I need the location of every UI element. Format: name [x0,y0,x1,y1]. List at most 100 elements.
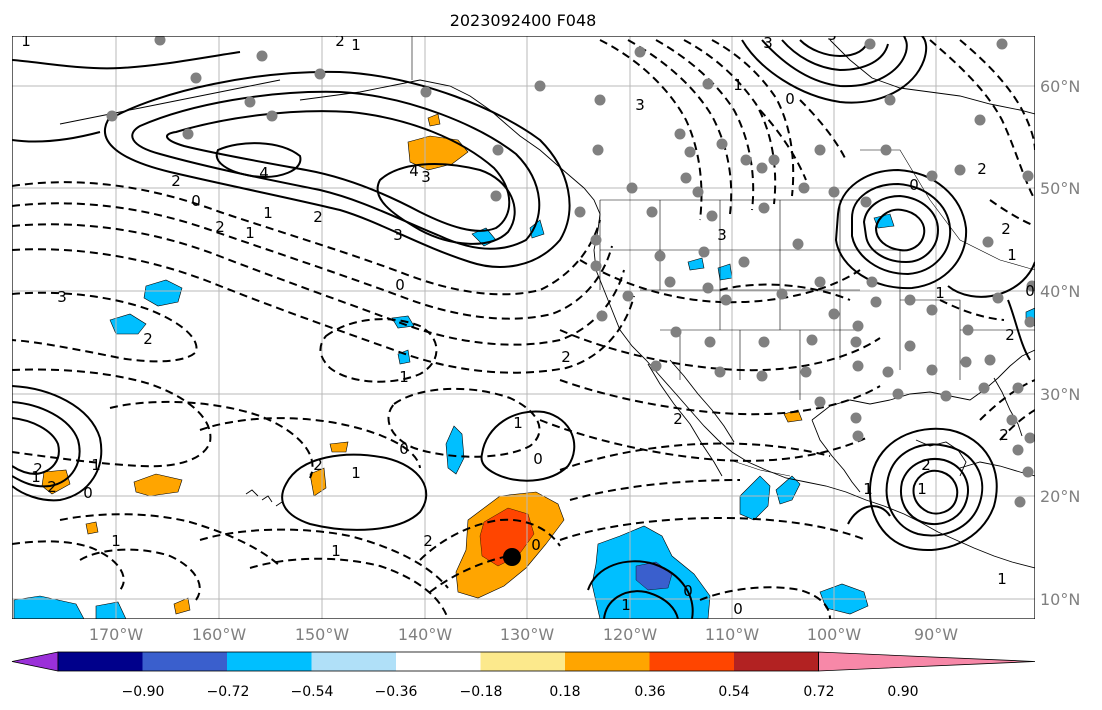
negative-anomaly-2 [109,313,147,335]
lat-label: 40°N [1040,282,1080,301]
positive-anomaly-small1 [329,441,349,453]
contour-label: 0 [1025,282,1035,300]
positive-anomaly-central-pacific [133,473,183,497]
lon-label: 100°W [807,625,862,644]
contour-label: 3 [717,226,727,244]
contour-label: 1 [351,464,361,482]
contour-label: 1 [331,542,341,560]
colorbar-tick-label: −0.72 [207,684,250,700]
contour-label: 2 [1005,326,1015,344]
colorbar-tick-label: 0.72 [803,684,834,700]
lon-label: 90°W [914,625,958,644]
contour-label: 1 [351,36,361,54]
contour-label: 1 [21,32,31,50]
contour-label: 1 [621,596,631,614]
contour-label: 0 [909,176,919,194]
contour-label: 1 [1007,246,1017,264]
colorbar-tick-label: −0.36 [375,684,418,700]
contour-label: 1 [997,570,1007,588]
lon-label: 130°W [500,625,555,644]
colorbar-extend-min [11,651,59,672]
contour-label: 0 [399,440,409,458]
negative-anomaly-10 [687,257,705,271]
map-panel: 1 2 1 4 2 0 1 2 1 2 3 4 3 0 3 3 2 1 2 1 … [12,26,1035,619]
contour-label: 3 [635,96,645,114]
lon-label: 150°W [295,625,350,644]
state-borders [411,36,1035,477]
colorbar: −0.90 −0.72 −0.54 −0.36 −0.18 0.18 0.36 … [11,651,1036,700]
colorbar-tick-label: −0.90 [122,684,165,700]
negative-anomaly-15 [95,601,127,619]
coastlines [59,39,1035,569]
colorbar-cell [58,652,143,671]
contour-label: 4 [409,162,419,180]
lon-label: 120°W [603,625,658,644]
contour-label: 0 [83,484,93,502]
colorbar-cell [480,652,566,671]
colorbar-frame [57,651,819,672]
negative-anomaly-8 [739,475,771,521]
colorbar-tick-label: 0.18 [549,684,580,700]
positive-anomaly-gulf-of-alaska [407,135,469,171]
contour-label: 2 [33,460,43,478]
contour-label: 0 [191,192,201,210]
contour-label: 1 [399,368,409,386]
contour-label: 0 [395,276,405,294]
contour-label: 2 [47,478,57,496]
colorbar-tick-label: 0.54 [718,684,749,700]
contour-label: 3 [421,168,431,186]
contour-label: 3 [57,288,67,306]
contour-label: 2 [673,410,683,428]
contour-label: 2 [977,160,987,178]
contour-label: 2 [1001,220,1011,238]
colorbar-cell [227,652,312,671]
contour-label: 2 [313,456,323,474]
contour-label: 2 [313,208,323,226]
colorbar-extend-max [818,651,1036,672]
colorbar-cell [311,652,397,671]
lon-label: 140°W [398,625,453,644]
colorbar-cell [649,652,735,671]
contour-label: 2 [999,426,1009,444]
gridlines [12,36,1035,619]
positive-anomaly-small-ak [427,113,441,127]
contour-label: 3 [763,34,773,52]
contour-label: 3 [827,26,837,44]
contour-label: 0 [533,450,543,468]
contour-label: 3 [393,226,403,244]
lat-label: 20°N [1040,487,1080,506]
positive-anomaly-hawaii-west [41,469,71,495]
colorbar-cell [142,652,228,671]
contours [12,36,1035,619]
colorbar-tick-label: −0.54 [291,684,334,700]
positive-anomaly-small2 [85,521,99,535]
contour-label: 1 [31,468,41,486]
contour-label: 2 [561,348,571,366]
lon-label: 170°W [89,625,144,644]
contour-label: 2 [215,218,225,236]
colorbar-cells [11,651,1036,672]
longitude-labels: 170°W 160°W 150°W 140°W 130°W 120°W 110°… [89,625,958,644]
contour-label: 0 [531,536,541,554]
contour-label: 1 [863,480,873,498]
contour-label: 0 [683,582,693,600]
contour-label: 2 [921,456,931,474]
contour-label: 1 [91,456,101,474]
negative-anomaly-7 [445,425,465,475]
colorbar-cell [734,652,819,671]
colorbar-cell [565,652,650,671]
negative-anomaly-14 [13,595,85,619]
colorbar-tick-label: 0.36 [634,684,665,700]
contours-dashed [12,39,1035,619]
contour-label: 4 [259,164,269,182]
positive-anomaly-small3 [173,597,191,615]
lon-label: 160°W [192,625,247,644]
contour-label: 0 [785,90,795,108]
lat-label: 60°N [1040,77,1080,96]
colorbar-tick-label: 0.90 [887,684,918,700]
colorbar-tick-label: −0.18 [460,684,503,700]
contour-label: 1 [263,204,273,222]
colorbar-cell [396,652,481,671]
contour-label: 1 [733,76,743,94]
